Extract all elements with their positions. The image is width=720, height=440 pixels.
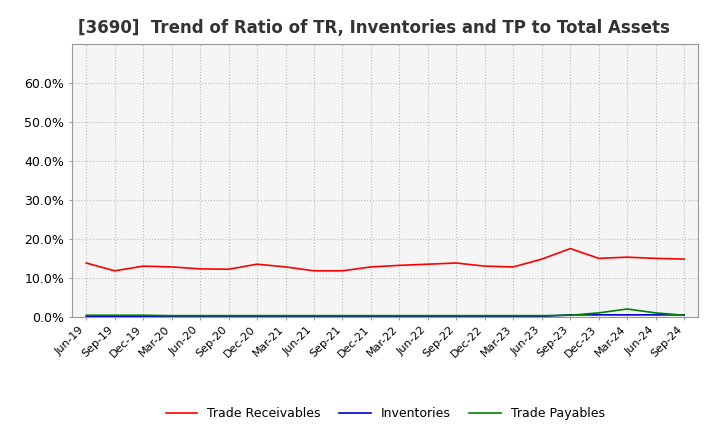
Inventories (225, 314, 233, 319)
Trade Payables (338, 313, 347, 318)
Trade Receivables (652, 256, 660, 261)
Trade Receivables (509, 264, 518, 270)
Inventories (253, 314, 261, 319)
Inventories (196, 314, 204, 319)
Line: Trade Payables: Trade Payables (86, 309, 684, 315)
Trade Receivables (566, 246, 575, 251)
Trade Payables (225, 313, 233, 318)
Trade Payables (82, 312, 91, 318)
Trade Payables (423, 313, 432, 318)
Inventories (82, 314, 91, 319)
Trade Payables (366, 313, 375, 318)
Trade Receivables (338, 268, 347, 273)
Line: Trade Receivables: Trade Receivables (86, 249, 684, 271)
Trade Receivables (139, 264, 148, 269)
Inventories (139, 314, 148, 319)
Trade Payables (282, 313, 290, 318)
Inventories (338, 314, 347, 319)
Trade Payables (310, 313, 318, 318)
Trade Payables (452, 313, 461, 318)
Trade Payables (566, 312, 575, 318)
Trade Payables (253, 313, 261, 318)
Trade Receivables (623, 254, 631, 260)
Trade Receivables (253, 261, 261, 267)
Inventories (652, 312, 660, 318)
Inventories (595, 312, 603, 318)
Trade Receivables (537, 257, 546, 262)
Inventories (452, 314, 461, 319)
Trade Payables (110, 312, 119, 318)
Inventories (566, 312, 575, 318)
Inventories (395, 314, 404, 319)
Trade Payables (652, 310, 660, 315)
Trade Payables (480, 313, 489, 318)
Inventories (480, 314, 489, 319)
Trade Receivables (595, 256, 603, 261)
Trade Payables (680, 312, 688, 318)
Trade Receivables (452, 260, 461, 266)
Legend: Trade Receivables, Inventories, Trade Payables: Trade Receivables, Inventories, Trade Pa… (161, 402, 610, 425)
Trade Receivables (423, 261, 432, 267)
Text: [3690]  Trend of Ratio of TR, Inventories and TP to Total Assets: [3690] Trend of Ratio of TR, Inventories… (78, 19, 670, 37)
Inventories (680, 312, 688, 318)
Trade Payables (623, 306, 631, 312)
Inventories (623, 312, 631, 318)
Trade Payables (167, 313, 176, 318)
Trade Receivables (167, 264, 176, 270)
Trade Payables (196, 313, 204, 318)
Inventories (423, 314, 432, 319)
Trade Payables (595, 310, 603, 315)
Inventories (310, 314, 318, 319)
Trade Receivables (680, 257, 688, 262)
Trade Payables (509, 313, 518, 318)
Inventories (509, 314, 518, 319)
Trade Receivables (225, 267, 233, 272)
Trade Receivables (395, 263, 404, 268)
Trade Receivables (310, 268, 318, 273)
Trade Payables (537, 313, 546, 318)
Inventories (537, 314, 546, 319)
Inventories (282, 314, 290, 319)
Trade Receivables (366, 264, 375, 270)
Trade Receivables (110, 268, 119, 273)
Inventories (167, 314, 176, 319)
Trade Receivables (282, 264, 290, 270)
Trade Receivables (82, 260, 91, 266)
Trade Receivables (196, 266, 204, 271)
Line: Inventories: Inventories (86, 315, 684, 316)
Trade Payables (395, 313, 404, 318)
Inventories (366, 314, 375, 319)
Trade Receivables (480, 264, 489, 269)
Inventories (110, 314, 119, 319)
Trade Payables (139, 312, 148, 318)
